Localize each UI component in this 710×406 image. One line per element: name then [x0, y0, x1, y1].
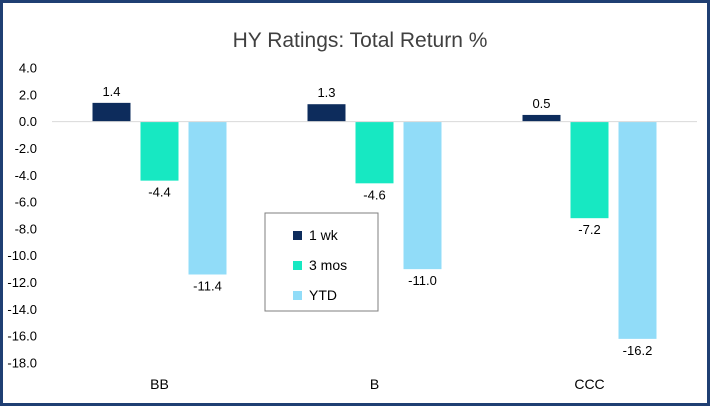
y-tick-label: 0.0 [19, 114, 37, 129]
y-tick-label: -18.0 [7, 356, 37, 371]
data-label: 1.4 [102, 84, 120, 99]
bar-3-mos-bb [140, 121, 179, 181]
y-axis: 4.0 2.0 0.0 -2.0 -4.0 -6.0 -8.0 -10.0 -12.0 -14.0… [7, 61, 37, 371]
data-label: -4.4 [148, 185, 170, 200]
x-category-label: B [370, 376, 379, 392]
data-label: -7.2 [578, 222, 600, 237]
y-tick-label: -14.0 [7, 302, 37, 317]
bar-1-wk-ccc [522, 114, 561, 122]
legend-label: 3 mos [309, 257, 347, 273]
y-tick-label: -4.0 [15, 168, 37, 183]
y-tick-label: -2.0 [15, 141, 37, 156]
data-labels: 1.4 1.3 0.5 -4.4 -4.6 -7.2 -11.4 -11.0 -16.2 [102, 84, 652, 358]
bar-3-mos-b [355, 121, 394, 184]
x-category-label: CCC [574, 376, 604, 392]
legend-swatch [293, 261, 302, 270]
y-tick-label: -10.0 [7, 248, 37, 263]
bar-1-wk-bb [92, 102, 131, 122]
data-label: 1.3 [317, 85, 335, 100]
bar-3-mos-ccc [570, 121, 609, 219]
legend-label: 1 wk [309, 227, 339, 243]
bar-ytd-ccc [618, 121, 657, 339]
y-tick-label: -12.0 [7, 275, 37, 290]
bar-ytd-bb [188, 121, 227, 275]
bars [92, 102, 657, 339]
legend-label: YTD [309, 287, 337, 303]
legend-swatch [293, 291, 302, 300]
x-category-label: BB [150, 376, 169, 392]
bar-ytd-b [403, 121, 442, 270]
chart-title: HY Ratings: Total Return % [233, 29, 488, 52]
x-axis: BB B CCC [150, 376, 605, 392]
data-label: -4.6 [363, 187, 385, 202]
y-tick-label: -6.0 [15, 195, 37, 210]
legend: 1 wk 3 mos YTD [264, 212, 379, 312]
data-label: -11.4 [193, 279, 222, 294]
bar-1-wk-b [307, 104, 346, 122]
data-label: -11.0 [408, 273, 437, 288]
legend-swatch [293, 231, 302, 240]
data-label: -16.2 [623, 343, 653, 358]
y-tick-label: -16.0 [7, 329, 37, 344]
legend-box [264, 212, 379, 312]
y-tick-label: 2.0 [19, 87, 37, 102]
y-tick-label: 4.0 [19, 61, 37, 76]
y-tick-label: -8.0 [15, 221, 37, 236]
data-label: 0.5 [532, 96, 550, 111]
